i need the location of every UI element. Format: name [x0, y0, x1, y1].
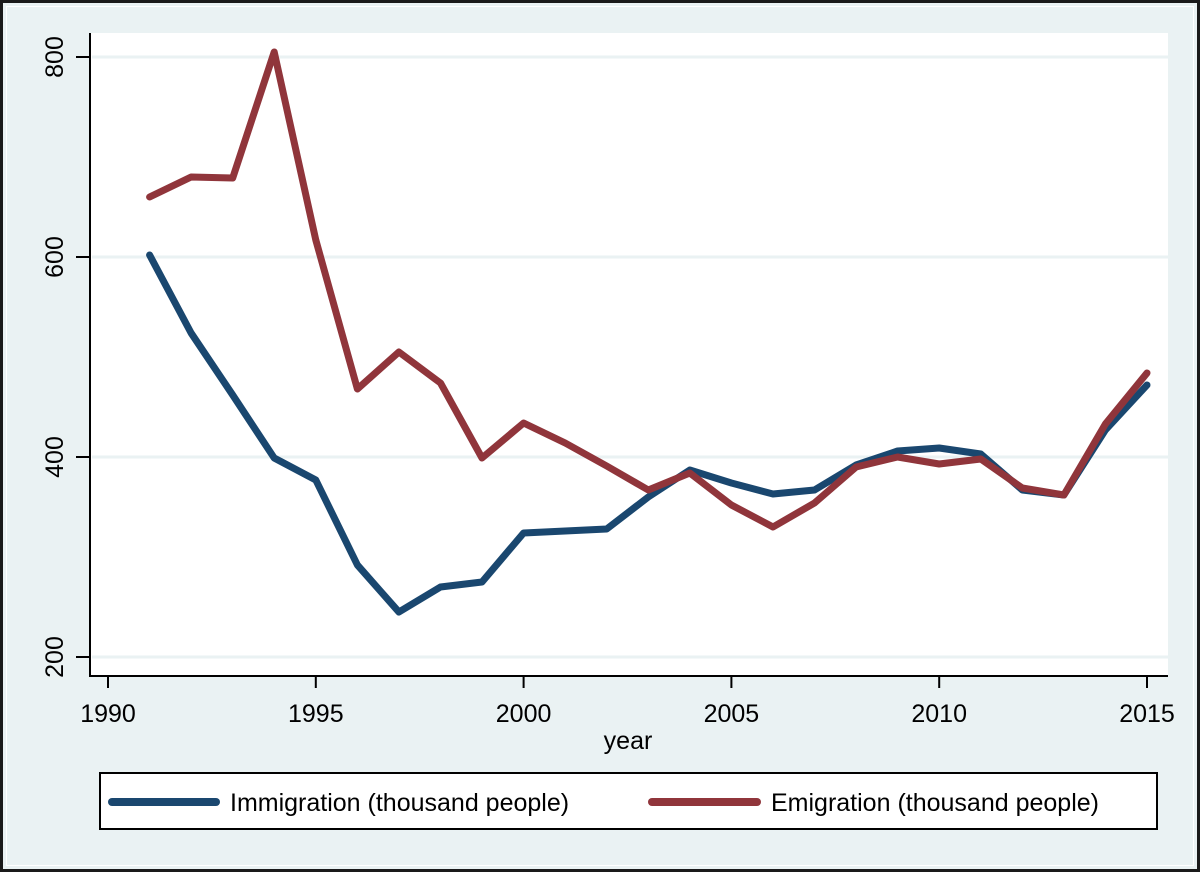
x-tick-label: 2005 — [704, 700, 760, 728]
y-tick-label: 400 — [41, 436, 69, 478]
legend-box — [99, 772, 1158, 830]
plot-area — [91, 33, 1168, 676]
y-tick-label: 600 — [41, 236, 69, 278]
legend-label-immigration: Immigration (thousand people) — [230, 789, 569, 817]
y-tick-label: 800 — [41, 36, 69, 78]
series-line-emigration — [146, 48, 1151, 531]
legend-label-emigration: Emigration (thousand people) — [771, 789, 1099, 817]
x-axis-title: year — [604, 727, 653, 755]
x-tick-label: 2010 — [911, 700, 967, 728]
x-tick-label: 1995 — [288, 700, 344, 728]
x-tick-label: 1990 — [80, 700, 136, 728]
y-tick-label: 200 — [41, 636, 69, 678]
y-axis-ticks: 200 400 600 800 — [41, 36, 90, 678]
x-tick-label: 2015 — [1119, 700, 1175, 728]
x-tick-label: 2000 — [496, 700, 552, 728]
series-line-immigration — [146, 251, 1151, 616]
x-axis-ticks: 1990 1995 2000 2005 2010 2015 — [80, 677, 1175, 728]
series-lines — [146, 48, 1151, 616]
legend: Immigration (thousand people) Emigration … — [99, 772, 1158, 830]
